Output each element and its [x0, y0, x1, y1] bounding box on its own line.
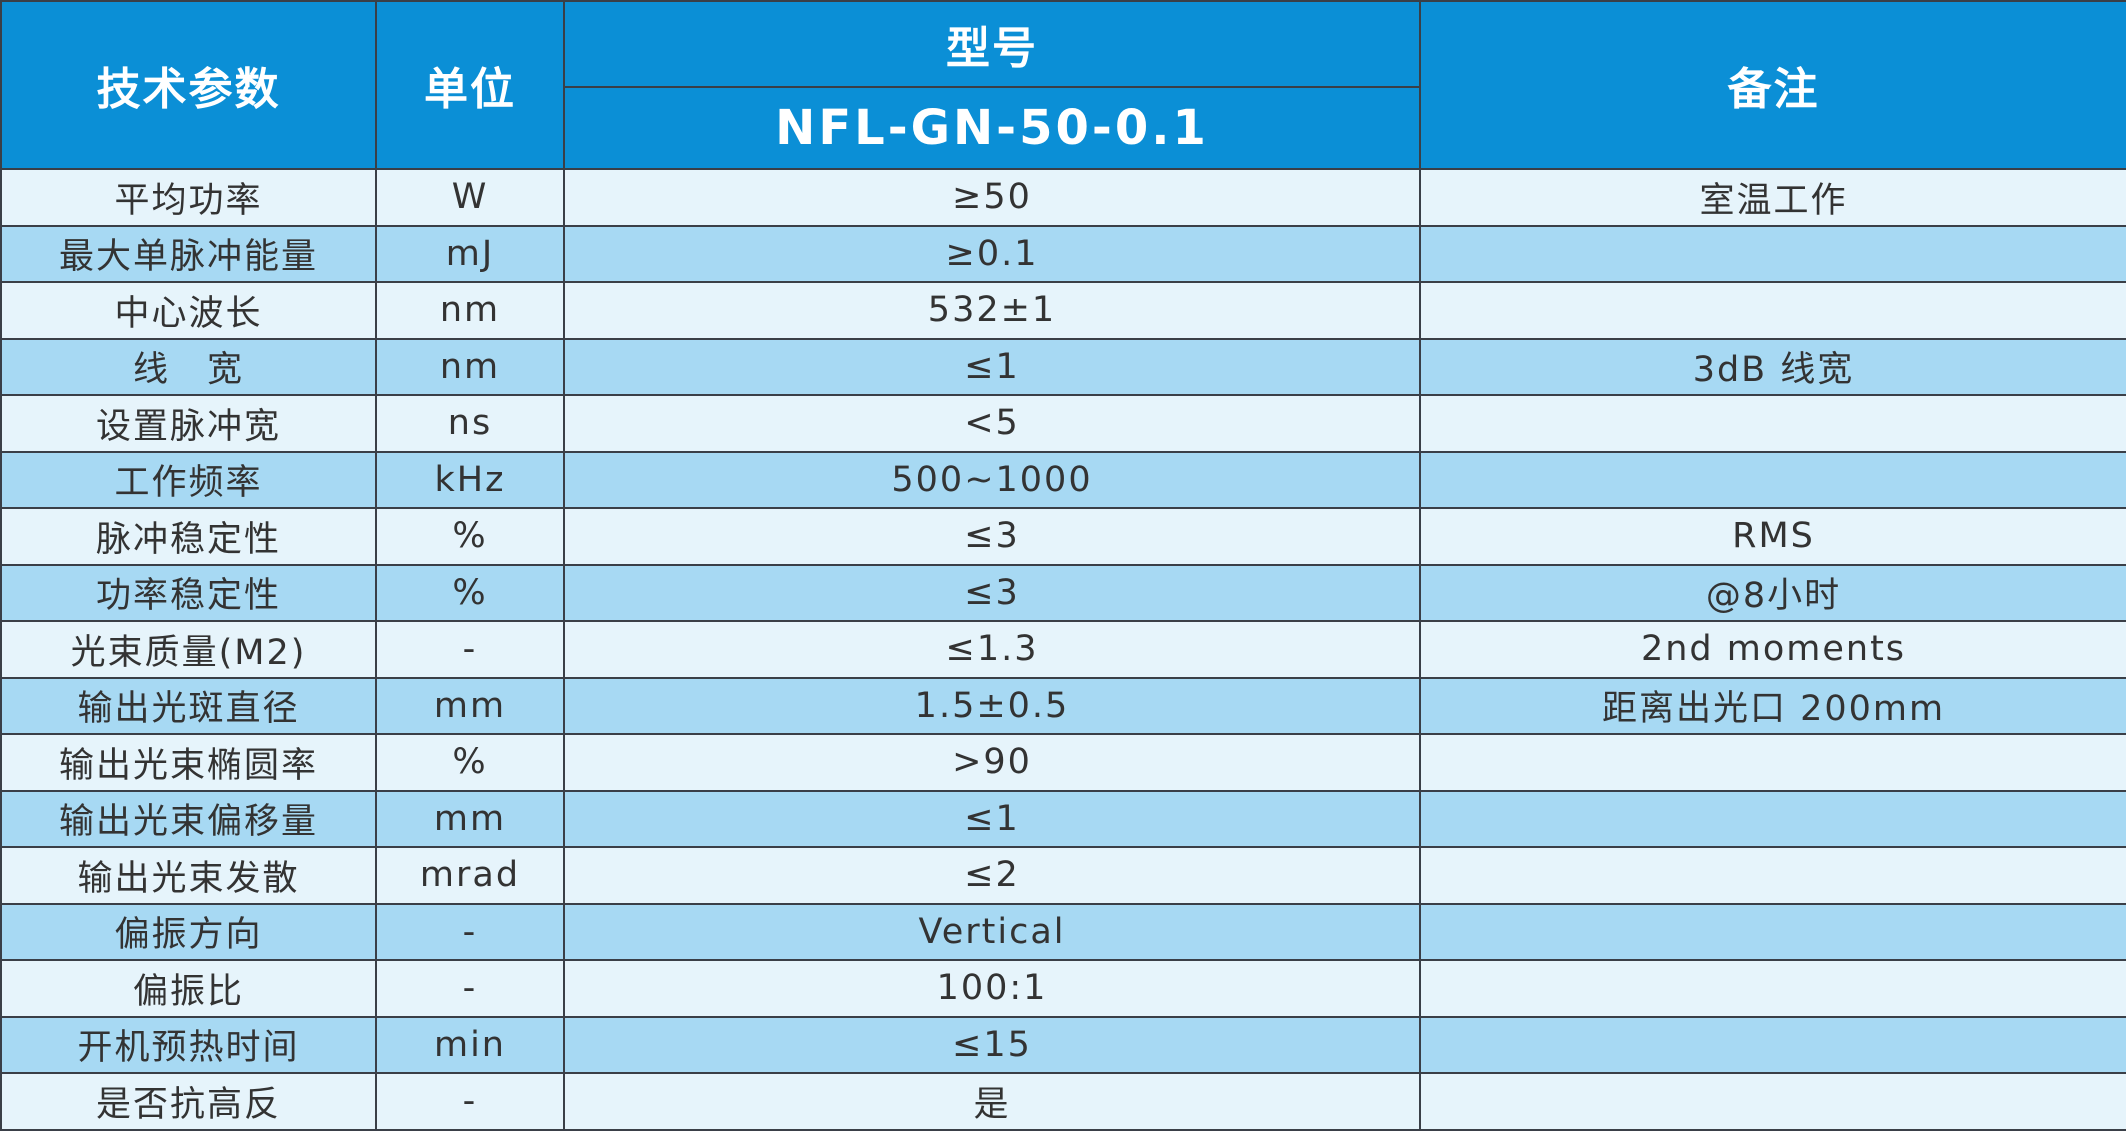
unit-cell: nm	[375, 281, 565, 340]
param-cell: 输出光束椭圆率	[0, 733, 377, 792]
table-row: 偏振方向 - Vertical	[0, 902, 2126, 961]
param-cell: 开机预热时间	[0, 1015, 377, 1074]
table-row: 最大单脉冲能量 mJ ≥0.1	[0, 224, 2126, 283]
table-row: 偏振比 -100:1	[0, 959, 2126, 1018]
header-model-name: NFL-GN-50-0.1	[563, 86, 1421, 170]
unit-cell: -	[375, 620, 565, 679]
param-cell: 平均功率	[0, 168, 377, 227]
param-cell: 偏振方向	[0, 902, 377, 961]
value-cell: ≤3	[563, 507, 1421, 566]
table-row: 中心波长 nm 532±1	[0, 281, 2126, 340]
note-cell	[1419, 281, 2126, 340]
table-row: 脉冲稳定性% ≤3 RMS	[0, 507, 2126, 566]
note-cell: 3dB 线宽	[1419, 337, 2126, 396]
table-row: 平均功率 W ≥50 室温工作	[0, 168, 2126, 227]
unit-cell: %	[375, 563, 565, 622]
note-cell	[1419, 1015, 2126, 1074]
table-row: 输出光束椭圆率% >90	[0, 733, 2126, 792]
value-cell: ≥0.1	[563, 224, 1421, 283]
note-cell	[1419, 450, 2126, 509]
note-cell: 距离出光口 200mm	[1419, 676, 2126, 735]
unit-cell: ns	[375, 394, 565, 453]
param-cell: 光束质量(M2)	[0, 620, 377, 679]
value-cell: ≤15	[563, 1015, 1421, 1074]
note-cell	[1419, 394, 2126, 453]
param-cell: 工作频率	[0, 450, 377, 509]
note-cell	[1419, 959, 2126, 1018]
table-row: 线 宽 nm ≤1 3dB 线宽	[0, 337, 2126, 396]
note-cell	[1419, 1072, 2126, 1131]
param-cell: 输出光束偏移量	[0, 789, 377, 848]
table-header: 技术参数 单位 型号 备注 NFL-GN-50-0.1	[0, 0, 2126, 170]
table-row: 工作频率 kHz 500~1000	[0, 450, 2126, 509]
value-cell: <5	[563, 394, 1421, 453]
table-row: 开机预热时间 min ≤15	[0, 1015, 2126, 1074]
header-unit: 单位	[375, 0, 565, 170]
value-cell: ≤1	[563, 789, 1421, 848]
value-cell: 是	[563, 1072, 1421, 1131]
unit-cell: mrad	[375, 846, 565, 905]
value-cell: >90	[563, 733, 1421, 792]
note-cell	[1419, 902, 2126, 961]
table-row: 输出光束发散 mrad ≤2	[0, 846, 2126, 905]
note-cell	[1419, 846, 2126, 905]
note-cell: 室温工作	[1419, 168, 2126, 227]
header-model-group: 型号	[563, 0, 1421, 88]
unit-cell: -	[375, 959, 565, 1018]
value-cell: ≤1	[563, 337, 1421, 396]
param-cell: 输出光束发散	[0, 846, 377, 905]
value-cell: 532±1	[563, 281, 1421, 340]
value-cell: ≤1.3	[563, 620, 1421, 679]
param-cell: 脉冲稳定性	[0, 507, 377, 566]
param-cell: 输出光斑直径	[0, 676, 377, 735]
unit-cell: mJ	[375, 224, 565, 283]
note-cell	[1419, 789, 2126, 848]
note-cell	[1419, 224, 2126, 283]
unit-cell: min	[375, 1015, 565, 1074]
note-cell: RMS	[1419, 507, 2126, 566]
table-row: 功率稳定性% ≤3 @8小时	[0, 563, 2126, 622]
unit-cell: %	[375, 733, 565, 792]
header-note: 备注	[1419, 0, 2126, 170]
value-cell: Vertical	[563, 902, 1421, 961]
note-cell	[1419, 733, 2126, 792]
param-cell: 设置脉冲宽	[0, 394, 377, 453]
unit-cell: %	[375, 507, 565, 566]
note-cell: 2nd moments	[1419, 620, 2126, 679]
unit-cell: nm	[375, 337, 565, 396]
unit-cell: W	[375, 168, 565, 227]
value-cell: ≥50	[563, 168, 1421, 227]
header-param: 技术参数	[0, 0, 377, 170]
header-row: 技术参数 单位 型号 备注	[0, 0, 2126, 170]
param-cell: 线 宽	[0, 337, 377, 396]
value-cell: 1.5±0.5	[563, 676, 1421, 735]
param-cell: 最大单脉冲能量	[0, 224, 377, 283]
unit-cell: -	[375, 902, 565, 961]
table-row: 设置脉冲宽 ns <5	[0, 394, 2126, 453]
unit-cell: kHz	[375, 450, 565, 509]
value-cell: 500~1000	[563, 450, 1421, 509]
value-cell: ≤2	[563, 846, 1421, 905]
header-subrow: NFL-GN-50-0.1	[1, 86, 2126, 170]
param-cell: 功率稳定性	[0, 563, 377, 622]
param-cell: 偏振比	[0, 959, 377, 1018]
param-cell: 是否抗高反	[0, 1072, 377, 1131]
table-row: 是否抗高反 - 是	[0, 1072, 2126, 1131]
note-cell: @8小时	[1419, 563, 2126, 622]
table-row: 光束质量(M2) - ≤1.3 2nd moments	[0, 620, 2126, 679]
unit-cell: -	[375, 1072, 565, 1131]
param-cell: 中心波长	[0, 281, 377, 340]
table-row: 输出光斑直径 mm 1.5±0.5 距离出光口 200mm	[0, 676, 2126, 735]
value-cell: ≤3	[563, 563, 1421, 622]
unit-cell: mm	[375, 789, 565, 848]
unit-cell: mm	[375, 676, 565, 735]
table-row: 输出光束偏移量 mm ≤1	[0, 789, 2126, 848]
value-cell: 100:1	[563, 959, 1421, 1018]
